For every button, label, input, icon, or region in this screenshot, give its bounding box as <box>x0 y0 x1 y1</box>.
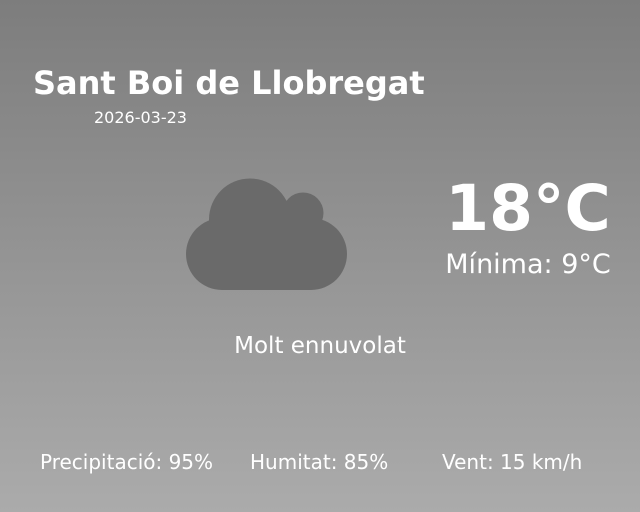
metric-humidity: Humitat: 85% <box>250 450 389 474</box>
temperature-value: 18°C <box>445 172 611 245</box>
location-title: Sant Boi de Llobregat <box>33 64 425 102</box>
minimum-temperature: Mínima: 9°C <box>445 249 611 280</box>
temperature-panel: 18°C Mínima: 9°C <box>418 0 638 512</box>
cloud-icon <box>186 178 347 290</box>
condition-text: Molt ennuvolat <box>234 333 406 359</box>
forecast-date: 2026-03-23 <box>94 108 187 127</box>
metric-wind: Vent: 15 km/h <box>442 450 583 474</box>
metric-precipitation: Precipitació: 95% <box>40 450 214 474</box>
